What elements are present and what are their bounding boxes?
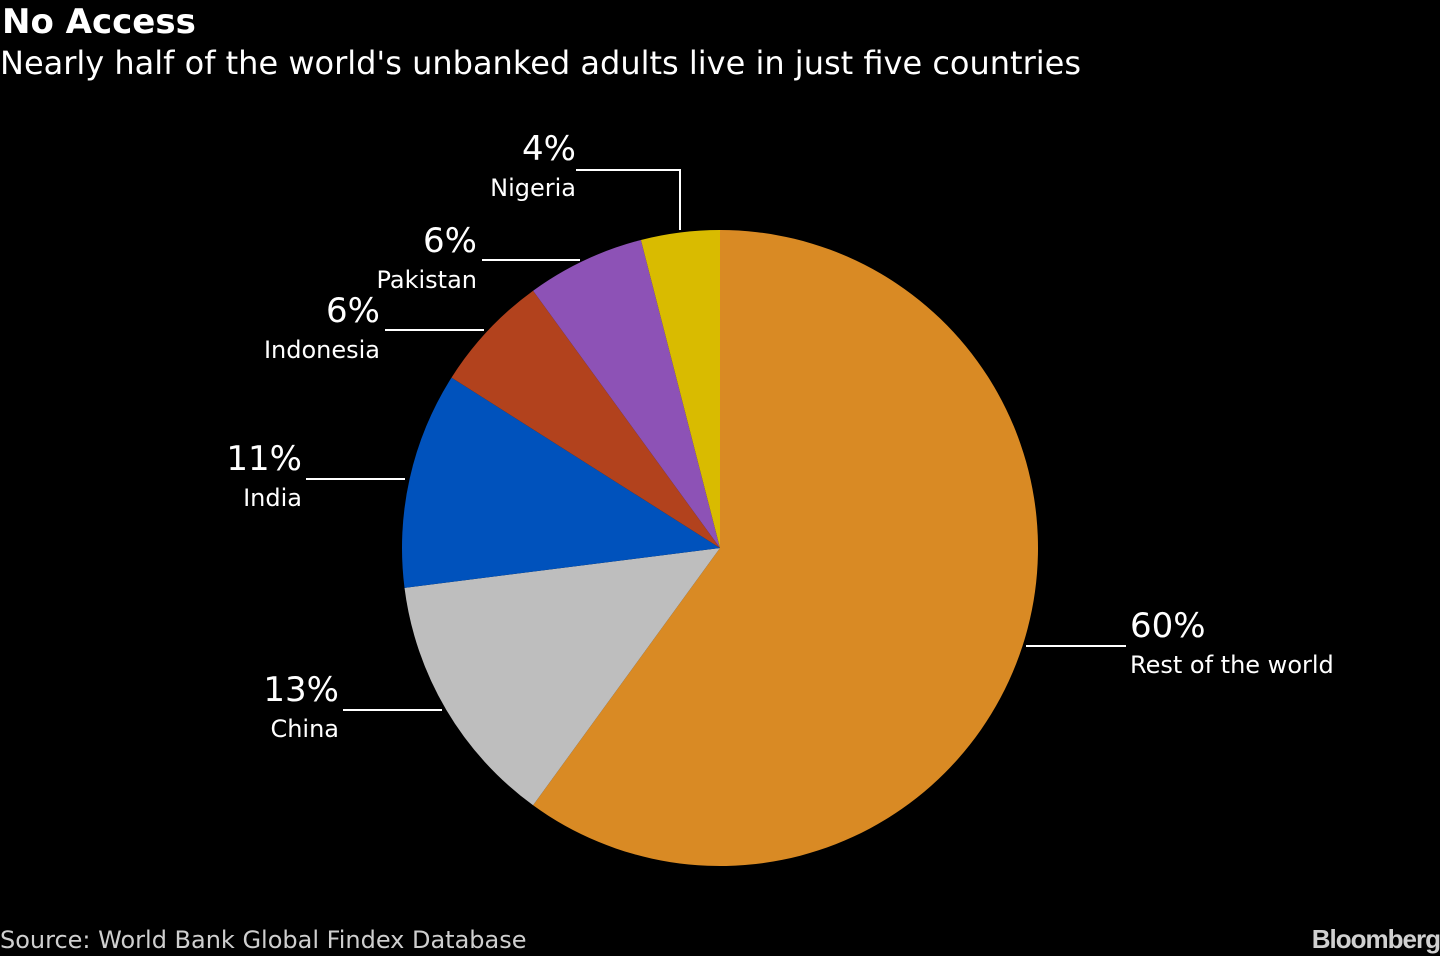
chart-title: No Access: [2, 2, 196, 42]
pie-slice-china: [404, 548, 720, 806]
pct-label-nigeria: 4%: [522, 129, 576, 169]
pct-label-india: 11%: [226, 439, 302, 479]
name-label-nigeria: Nigeria: [490, 174, 576, 202]
pie-slice-rest-of-the-world: [533, 230, 1038, 866]
pct-label-china: 13%: [263, 670, 339, 710]
bloomberg-logo: Bloomberg: [1311, 924, 1440, 954]
name-label-india: India: [243, 484, 302, 512]
pct-label-rest-of-world: 60%: [1130, 606, 1206, 646]
leader-lines: [306, 169, 1126, 711]
pct-label-indonesia: 6%: [326, 291, 380, 331]
pie-slices: [402, 230, 1038, 866]
pct-label-pakistan: 6%: [423, 221, 477, 261]
name-label-pakistan: Pakistan: [377, 266, 478, 294]
leader-line-nigeria: [576, 169, 681, 230]
chart-subtitle: Nearly half of the world's unbanked adul…: [0, 44, 1081, 82]
pie-slice-nigeria: [640, 230, 720, 548]
name-label-rest-of-world: Rest of the world: [1130, 651, 1334, 679]
pie-slice-indonesia: [451, 290, 720, 548]
name-label-indonesia: Indonesia: [264, 336, 380, 364]
source-note: Source: World Bank Global Findex Databas…: [0, 926, 527, 954]
name-label-china: China: [270, 715, 339, 743]
pie-slice-pakistan: [533, 239, 720, 549]
pie-slice-india: [402, 377, 720, 588]
